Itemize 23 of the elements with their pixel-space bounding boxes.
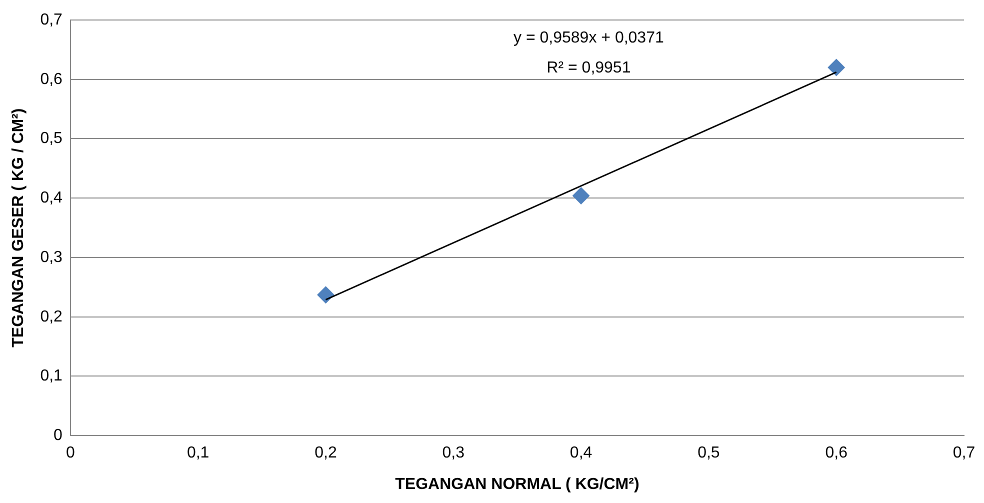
point [828, 58, 845, 76]
y-tick-label: 0 [54, 427, 63, 444]
x-tick-label: 0,2 [314, 444, 337, 462]
y-axis-title: TEGANGAN GESER ( KG / CM²) [10, 108, 28, 348]
y-tick-label: 0,6 [40, 70, 63, 88]
x-tick-label: 0,6 [825, 444, 848, 462]
x-axis-title: TEGANGAN NORMAL ( KG/CM²) [395, 476, 640, 493]
point [572, 187, 590, 204]
point [317, 286, 334, 304]
y-tick-label: 0,3 [40, 248, 63, 266]
y-tick-label: 0,2 [40, 308, 63, 326]
annotation: y = 0,9589x + 0,0371 [514, 29, 664, 46]
y-tick-label: 0,4 [40, 190, 63, 207]
x-tick-label: 0,3 [442, 444, 465, 462]
y-tick-label: 0,5 [40, 130, 63, 148]
y-tick-label: 0,1 [40, 368, 63, 385]
x-tick-label: 0,5 [698, 444, 720, 462]
x-tick-label: 0,1 [186, 444, 210, 462]
annotation: R² = 0,9951 [546, 59, 631, 76]
x-tick-label: 0 [66, 444, 75, 462]
x-tick-label: 0,7 [952, 444, 976, 462]
x-tick-label: 0,4 [570, 444, 592, 462]
y-tick-label: 0,7 [40, 11, 63, 28]
